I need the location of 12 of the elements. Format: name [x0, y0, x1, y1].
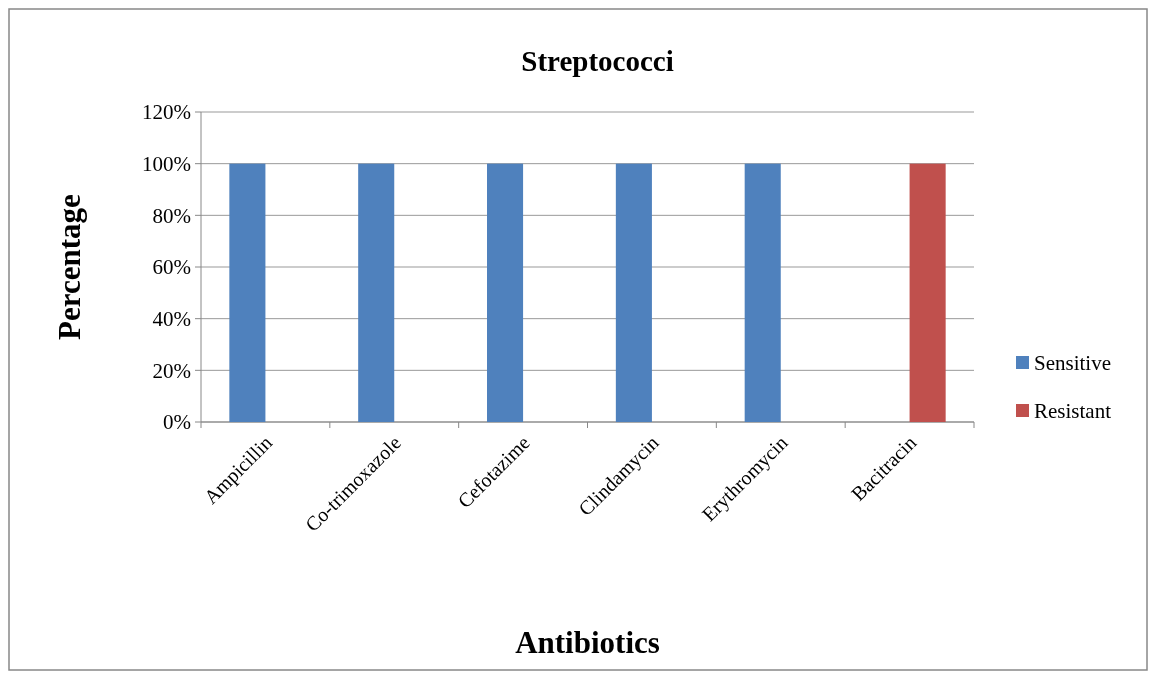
y-tick-label: 80%	[152, 203, 191, 228]
x-axis-title: Antibiotics	[515, 625, 660, 660]
y-tick-label: 60%	[152, 255, 191, 280]
legend-label: Resistant	[1034, 399, 1112, 424]
y-tick-label: 20%	[152, 358, 191, 383]
chart-title: Streptococci	[521, 45, 674, 77]
legend-label: Sensitive	[1034, 351, 1111, 376]
y-tick-label: 100%	[142, 152, 191, 177]
y-tick-label: 0%	[163, 410, 191, 435]
y-tick-label: 40%	[152, 307, 191, 332]
y-axis-title: Percentage	[52, 194, 87, 340]
y-tick-label: 120%	[142, 100, 191, 125]
